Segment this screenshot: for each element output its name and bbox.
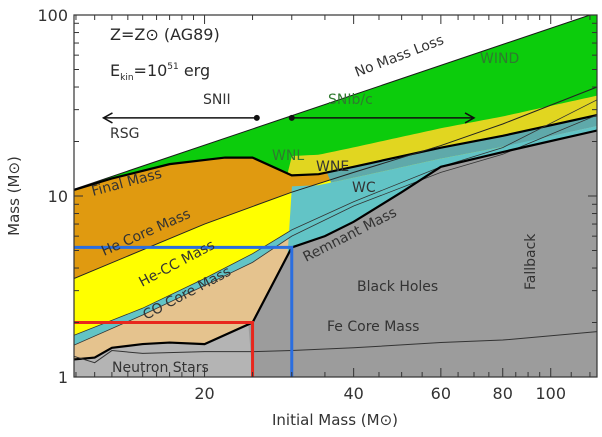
black-holes-label: Black Holes xyxy=(357,279,438,295)
x-tick-label: 60 xyxy=(431,384,451,403)
y-tick-label: 100 xyxy=(37,6,68,25)
axes: 20 40 60 80 100 1 10 100 xyxy=(37,6,598,403)
snibc-label: SNIb/c xyxy=(328,92,373,108)
black-holes-region xyxy=(74,130,597,377)
energy-label: Ekin=1051 erg xyxy=(110,61,210,83)
wne-label: WNE xyxy=(316,159,349,175)
wind-region xyxy=(74,15,597,190)
red-marker-line xyxy=(74,321,255,377)
he-core-mass-line xyxy=(74,86,597,279)
rsg-label: RSG xyxy=(110,126,139,142)
metallicity-label: Z=Z⊙ (AG89) xyxy=(110,25,220,44)
wind-label: WIND xyxy=(480,51,519,67)
fallback-label: Fallback xyxy=(523,233,539,290)
remnant-mass-line xyxy=(74,129,597,361)
y-tick-label: 10 xyxy=(48,187,68,206)
no-mass-loss-line xyxy=(74,15,591,190)
fe-core-mass-label: Fe Core Mass xyxy=(327,319,419,335)
y-tick-label: 1 xyxy=(58,368,68,387)
x-axis-title: Initial Mass (M⊙) xyxy=(272,411,398,429)
co-core-mass-line xyxy=(74,114,597,346)
x-tick-label: 40 xyxy=(343,384,363,403)
x-tick-label: 80 xyxy=(493,384,513,403)
x-tick-label: 20 xyxy=(194,384,214,403)
wc-label: WC xyxy=(352,180,376,196)
co-core-region xyxy=(74,115,597,360)
he-cc-mass-line xyxy=(74,99,597,336)
blue-marker-line xyxy=(74,245,294,377)
neutron-stars-label: Neutron Stars xyxy=(112,360,209,376)
final-mass-region xyxy=(74,115,597,279)
wc-dark-region xyxy=(74,115,597,190)
overlays xyxy=(74,112,476,377)
y-axis-title: Mass (M⊙) xyxy=(5,156,23,236)
he-cc-band xyxy=(74,99,597,346)
snibc-arrow-head xyxy=(464,112,476,124)
final-mass-line xyxy=(74,113,597,192)
snibc-arrow-dot xyxy=(288,114,295,121)
wnl-label: WNL xyxy=(272,148,304,164)
neutron-stars-region xyxy=(74,324,597,377)
snii-arrow-dot xyxy=(253,114,260,121)
snii-label: SNII xyxy=(203,92,231,108)
x-tick-label: 100 xyxy=(535,384,566,403)
snii-arrow-head xyxy=(101,112,113,124)
